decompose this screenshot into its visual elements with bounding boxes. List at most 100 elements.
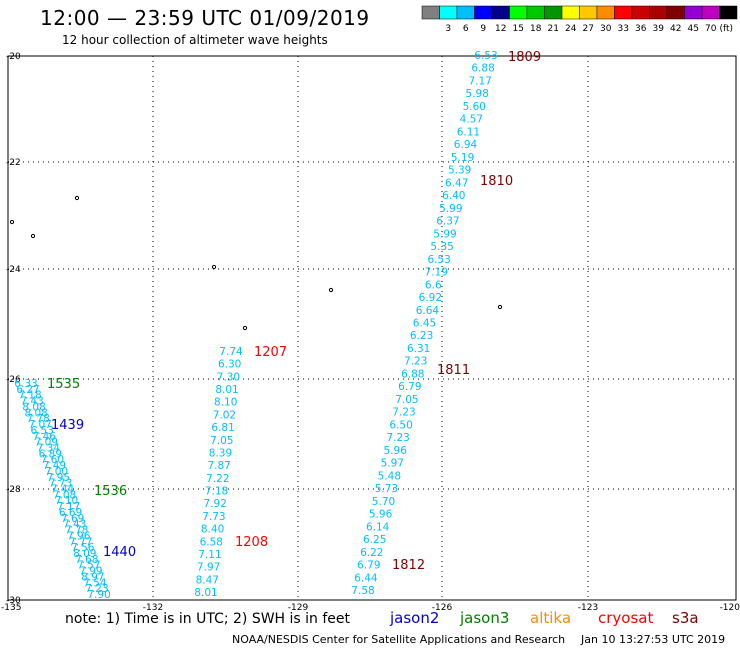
- wave-height-value: 6.31: [407, 343, 430, 355]
- pass-time-label: 1536: [94, 484, 127, 499]
- pass-time-label: 1809: [508, 50, 541, 65]
- wave-height-value: 7.22: [206, 473, 229, 485]
- legend-label: 36: [635, 24, 647, 34]
- legend-swatch: [684, 5, 703, 20]
- legend-label: 12: [495, 24, 506, 34]
- legend-label: 21: [548, 24, 559, 34]
- wave-height-value: 7.96: [67, 530, 91, 542]
- legend-label: 39: [653, 24, 665, 34]
- legend-swatch: [526, 5, 545, 20]
- wave-height-value: 6.88: [471, 63, 494, 75]
- island-marker: [9, 219, 15, 225]
- wave-height-value: 6.37: [436, 216, 459, 228]
- wave-height-value: 7.92: [204, 498, 227, 510]
- satellite-tracks: 6.536.887.175.985.604.576.116.945.195.39…: [14, 50, 497, 601]
- island-marker: [30, 233, 36, 239]
- wave-height-value: 7.43: [63, 519, 86, 531]
- legend-swatch: [456, 5, 475, 20]
- pass-time-labels: 1809 1810 1811 1812 1207 1208 1535 1439 1536 1440: [47, 50, 541, 573]
- longitude-label: -123: [578, 603, 598, 613]
- wave-height-value: 5.99: [439, 203, 462, 215]
- wave-height-value: 8.97: [81, 571, 104, 583]
- wave-height-value: 6.53: [474, 50, 497, 62]
- wave-height-value: 7.23: [85, 583, 108, 595]
- legend-label: 33: [618, 24, 629, 34]
- wave-height-value: 7.78: [26, 413, 49, 425]
- wave-height-value: 8.08: [24, 407, 47, 419]
- wave-height-value: 7.56: [71, 542, 95, 554]
- wave-height-value: 6.53: [427, 254, 450, 266]
- wave-height-value: 6.11: [457, 126, 480, 138]
- wave-height-value: 5.96: [369, 509, 393, 521]
- legend-label: 45: [688, 24, 699, 34]
- pass-time-label: 1812: [392, 558, 425, 573]
- legend-swatch: [561, 5, 580, 20]
- latitude-label: -20: [6, 52, 21, 62]
- map-subtitle: 12 hour collection of altimeter wave hei…: [62, 33, 328, 47]
- wave-height-value: 7.46: [33, 431, 57, 443]
- wave-height-value: 7.17: [57, 501, 80, 513]
- pass-time-label: 1207: [254, 345, 287, 360]
- wave-height-value: 7.18: [18, 390, 41, 402]
- longitude-label: -120: [720, 603, 740, 613]
- longitude-label: -132: [143, 603, 163, 613]
- wave-height-value: 7.69: [61, 513, 84, 525]
- legend-jason3: jason3: [460, 609, 510, 627]
- wave-height-value: 5.96: [384, 445, 408, 457]
- island-marker: [328, 287, 334, 293]
- lat-lon-grid: [8, 56, 736, 600]
- wave-height-value: 8.10: [214, 397, 237, 409]
- wave-height-value: 6.81: [211, 422, 234, 434]
- wave-height-value: 7.09: [35, 437, 58, 449]
- wave-height-value: 5.99: [433, 228, 456, 240]
- legend-jason2: jason2: [390, 609, 440, 627]
- latitude-label: -22: [6, 158, 21, 168]
- legend-swatch: [509, 5, 528, 20]
- wave-height-value: 7.44: [51, 484, 75, 496]
- longitude-label: -129: [288, 603, 309, 613]
- wave-height-value: 7.57: [77, 560, 100, 572]
- legend-s3a: s3a: [672, 609, 699, 627]
- wave-height-value: 7.02: [213, 409, 236, 421]
- legend-swatch: [719, 5, 738, 20]
- wave-height-value: 6.14: [366, 521, 390, 533]
- longitude-label: -135: [1, 603, 21, 613]
- wave-height-value: 5.70: [372, 496, 395, 508]
- map-frame: [7, 55, 737, 601]
- legend-swatch: [701, 5, 720, 20]
- wave-height-value: 6.25: [363, 534, 386, 546]
- pass-time-label: 1535: [47, 377, 80, 392]
- wave-height-value: 7.18: [205, 486, 228, 498]
- wave-height-value: 6.69: [59, 507, 82, 519]
- wave-height-value: 7.97: [197, 562, 220, 574]
- wave-height-value: 7.05: [395, 394, 418, 406]
- axis-labels: -20 -22 -24 -26 -28 -30-135 -132 -129 -126 -123 -1…: [1, 52, 740, 613]
- wave-height-value: 8.08: [22, 401, 45, 413]
- wave-height-value: 7.05: [210, 435, 233, 447]
- wave-height-value: 5.73: [375, 483, 398, 495]
- wave-height-value: 7.73: [202, 511, 225, 523]
- legend-swatch: [421, 5, 440, 20]
- wave-height-value: 8.01: [194, 587, 217, 599]
- legend-swatch: [649, 5, 668, 20]
- pass-time-label: 1439: [51, 418, 84, 433]
- wave-height-value: 4.57: [460, 114, 483, 126]
- wave-height-value: 6.44: [354, 572, 378, 584]
- wave-height-value: 7.34: [37, 442, 61, 454]
- legend-altika: altika: [530, 609, 572, 627]
- legend-label: 18: [530, 24, 542, 34]
- wave-height-value: 7.68: [75, 554, 98, 566]
- wave-height-value: 7.78: [65, 525, 88, 537]
- wave-height-value: 6.27: [16, 384, 39, 396]
- wave-height-value: 5.39: [448, 165, 471, 177]
- legend-label: 42: [670, 24, 681, 34]
- legend-swatch: [579, 5, 598, 20]
- wave-height-value: 6.22: [360, 547, 383, 559]
- island-marker: [74, 195, 80, 201]
- legend-swatch: [439, 5, 458, 20]
- wave-height-value: 7.17: [468, 75, 491, 87]
- wave-height-value: 7.90: [87, 589, 110, 601]
- latitude-label: -24: [6, 265, 21, 275]
- legend-label: 9: [480, 24, 486, 34]
